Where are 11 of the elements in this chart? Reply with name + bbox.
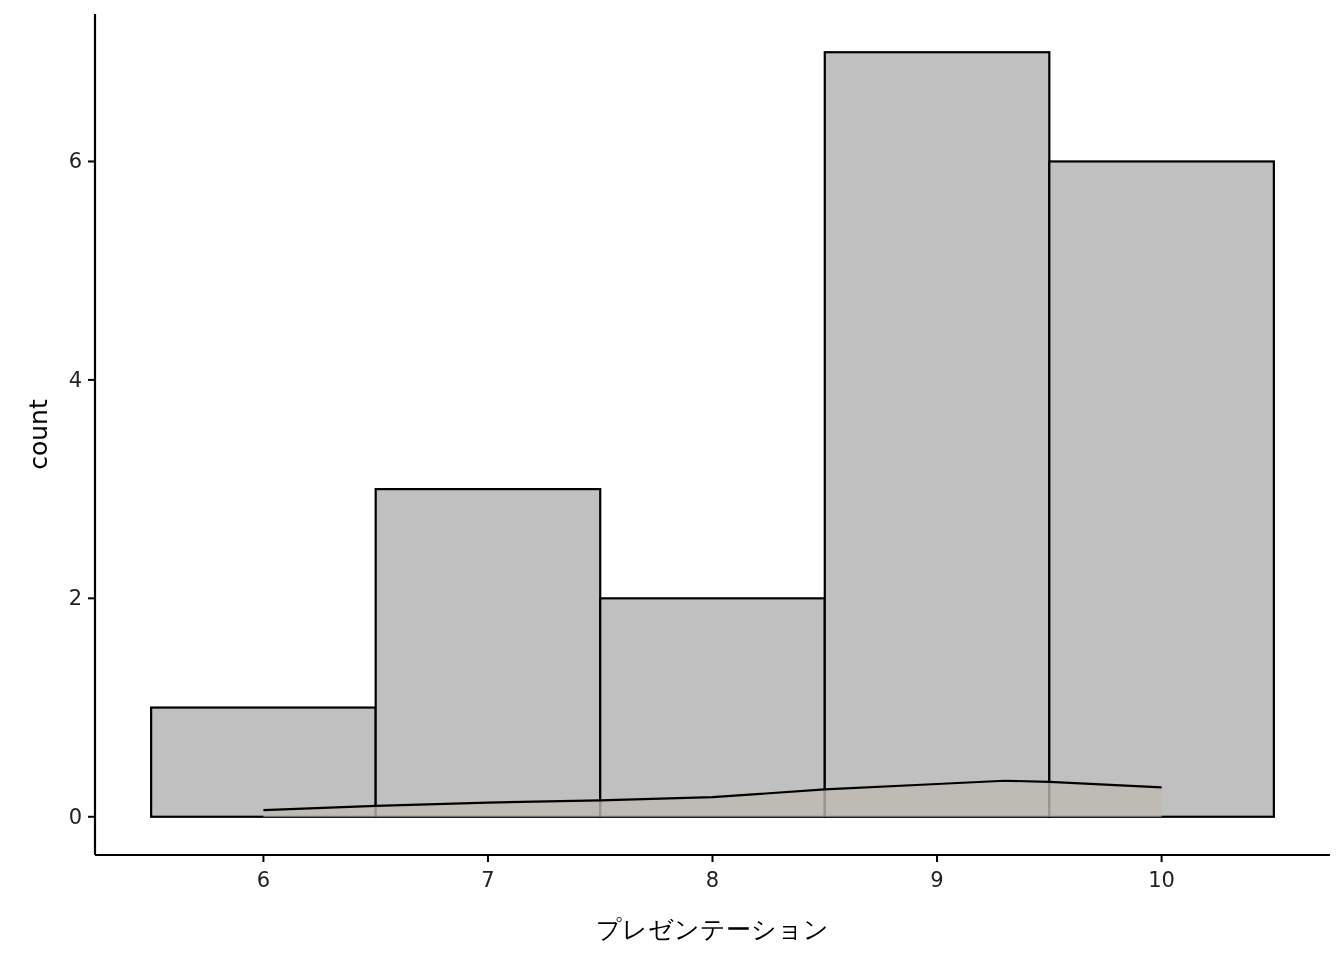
y-tick-label: 6 xyxy=(68,149,82,174)
y-tick-label: 4 xyxy=(68,367,82,392)
x-tick-label: 10 xyxy=(1148,868,1175,892)
x-tick-label: 8 xyxy=(705,868,720,892)
x-tick-label: 6 xyxy=(256,868,271,892)
x-tick-label: 7 xyxy=(481,868,495,892)
x-axis-title: プレゼンテーション xyxy=(596,915,829,944)
x-tick-label: 9 xyxy=(930,868,944,892)
y-axis-title: count xyxy=(24,399,53,470)
y-tick-label: 0 xyxy=(68,804,82,829)
y-tick-label: 2 xyxy=(68,586,82,611)
